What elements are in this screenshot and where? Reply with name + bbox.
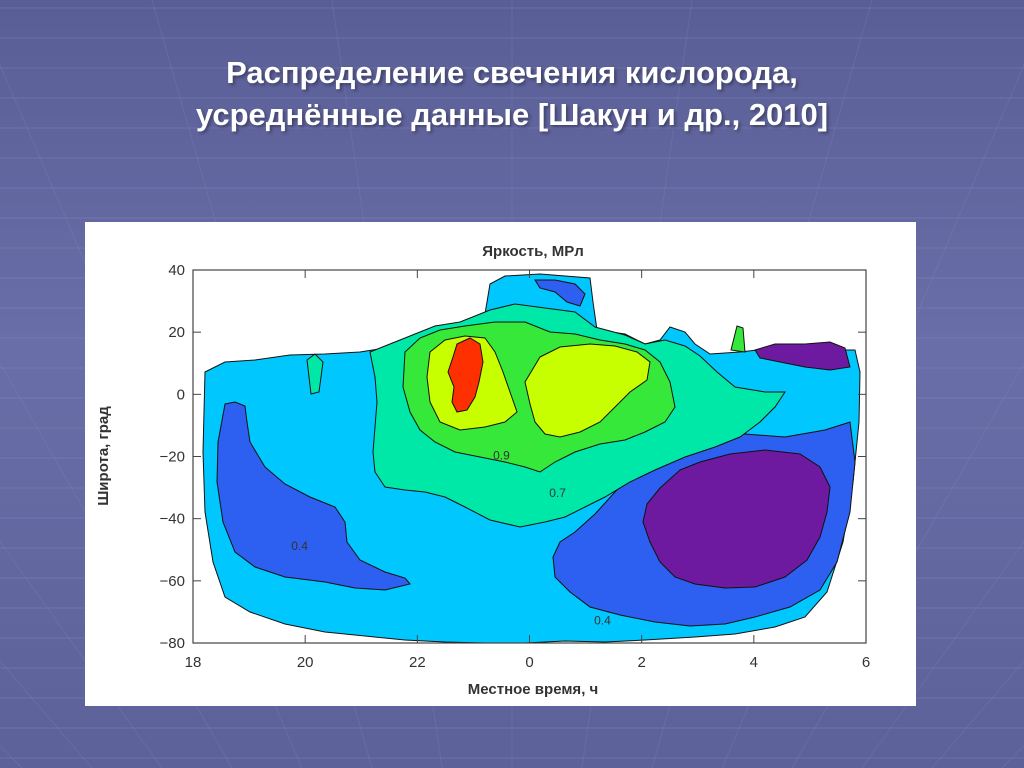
region-maximum <box>447 337 484 413</box>
chart-panel: Яркость, МРл <box>85 222 916 706</box>
contour-label: 0.7 <box>549 486 566 500</box>
x-tick-label: 0 <box>525 654 533 671</box>
x-tick-label: 22 <box>409 654 426 671</box>
slide-title-line-2: усреднённые данные [Шакун и др., 2010] <box>195 97 829 132</box>
x-tick-label: 6 <box>862 654 870 671</box>
region-small-right-spike <box>730 325 746 353</box>
contour-label: 0.4 <box>291 539 308 553</box>
region-top-notch <box>534 279 586 307</box>
contour-label: 0.4 <box>594 613 611 627</box>
grid-line <box>861 540 1024 768</box>
grid-line <box>0 540 163 768</box>
region-small-left-spot <box>306 353 324 395</box>
slide-title-line-1: Распределение свечения кислорода, <box>226 55 798 90</box>
chart-title: Яркость, МРл <box>482 243 584 260</box>
region-minimum-band <box>754 341 851 371</box>
x-tick-label: 4 <box>750 654 758 671</box>
y-tick-label: −20 <box>160 449 185 466</box>
brightness-map-chart: Яркость, МРл <box>95 243 870 698</box>
contour-labels: 0.9 0.7 0.4 0.4 <box>291 449 611 628</box>
region-left-low <box>216 401 411 591</box>
y-tick-label: −40 <box>160 511 185 528</box>
contour-label: 0.9 <box>493 449 510 463</box>
y-tick-label: 20 <box>168 324 185 341</box>
y-axis-ticks: 40 20 0 −20 −40 −60 −80 <box>160 262 866 652</box>
x-axis-label: Местное время, ч <box>468 681 598 698</box>
y-tick-label: 40 <box>168 262 185 279</box>
y-tick-label: −60 <box>160 573 185 590</box>
x-tick-label: 18 <box>185 654 202 671</box>
slide-title: Распределение свечения кислорода, усредн… <box>0 52 1024 136</box>
x-tick-label: 2 <box>637 654 645 671</box>
x-tick-label: 20 <box>297 654 314 671</box>
map-region <box>202 273 861 643</box>
y-tick-label: 0 <box>177 386 185 403</box>
region-yellow-right <box>524 343 651 438</box>
y-tick-label: −80 <box>160 635 185 652</box>
y-axis-label: Широта, град <box>95 406 112 506</box>
region-minimum <box>642 449 831 589</box>
x-axis-ticks: 18 20 22 0 2 4 6 <box>185 270 870 671</box>
